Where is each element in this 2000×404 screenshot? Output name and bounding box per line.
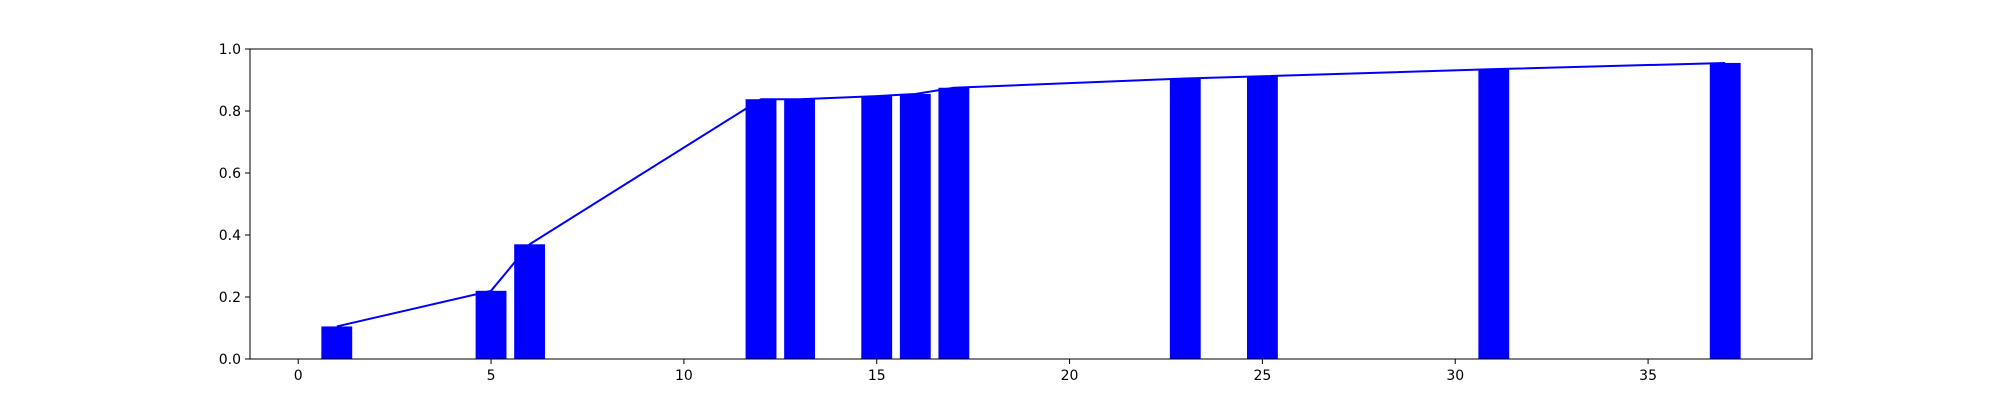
series-line xyxy=(336,61,1726,328)
x-tick-label-4: 20 xyxy=(1061,368,1079,384)
bar-1 xyxy=(475,290,507,359)
y-tick-label-4: 0.8 xyxy=(219,104,241,120)
bar-6 xyxy=(899,93,931,359)
y-tick-label-1: 0.2 xyxy=(219,290,241,306)
bar-2 xyxy=(514,244,546,359)
bar-4 xyxy=(784,99,816,359)
x-tick-label-1: 5 xyxy=(487,368,496,384)
y-tick-label-0: 0.0 xyxy=(219,352,241,368)
bar-10 xyxy=(1478,69,1510,360)
x-tick-label-6: 30 xyxy=(1446,368,1464,384)
bar-11 xyxy=(1709,62,1741,359)
y-tick-label-5: 1.0 xyxy=(219,42,241,58)
bar-7 xyxy=(938,87,970,359)
bar-9 xyxy=(1246,76,1278,359)
x-tick-label-3: 15 xyxy=(868,368,886,384)
y-tick-label-3: 0.6 xyxy=(219,166,241,182)
bars-layer xyxy=(321,62,1741,360)
x-tick-label-2: 10 xyxy=(675,368,693,384)
x-tick-label-0: 0 xyxy=(294,368,303,384)
x-tick-label-5: 25 xyxy=(1253,368,1271,384)
x-tick-label-7: 35 xyxy=(1639,368,1657,384)
axes-frame xyxy=(249,48,1813,360)
y-tick-label-2: 0.4 xyxy=(219,228,241,244)
bar-0 xyxy=(321,326,353,359)
bar-8 xyxy=(1169,78,1201,359)
line-layer xyxy=(336,61,1726,328)
bar-3 xyxy=(745,99,777,359)
bar-5 xyxy=(861,96,893,360)
axes-layer: 0 5 10 15 20 25 30 35 0.0 0.2 0.4 0.6 0.8 1.0 xyxy=(219,42,1813,384)
